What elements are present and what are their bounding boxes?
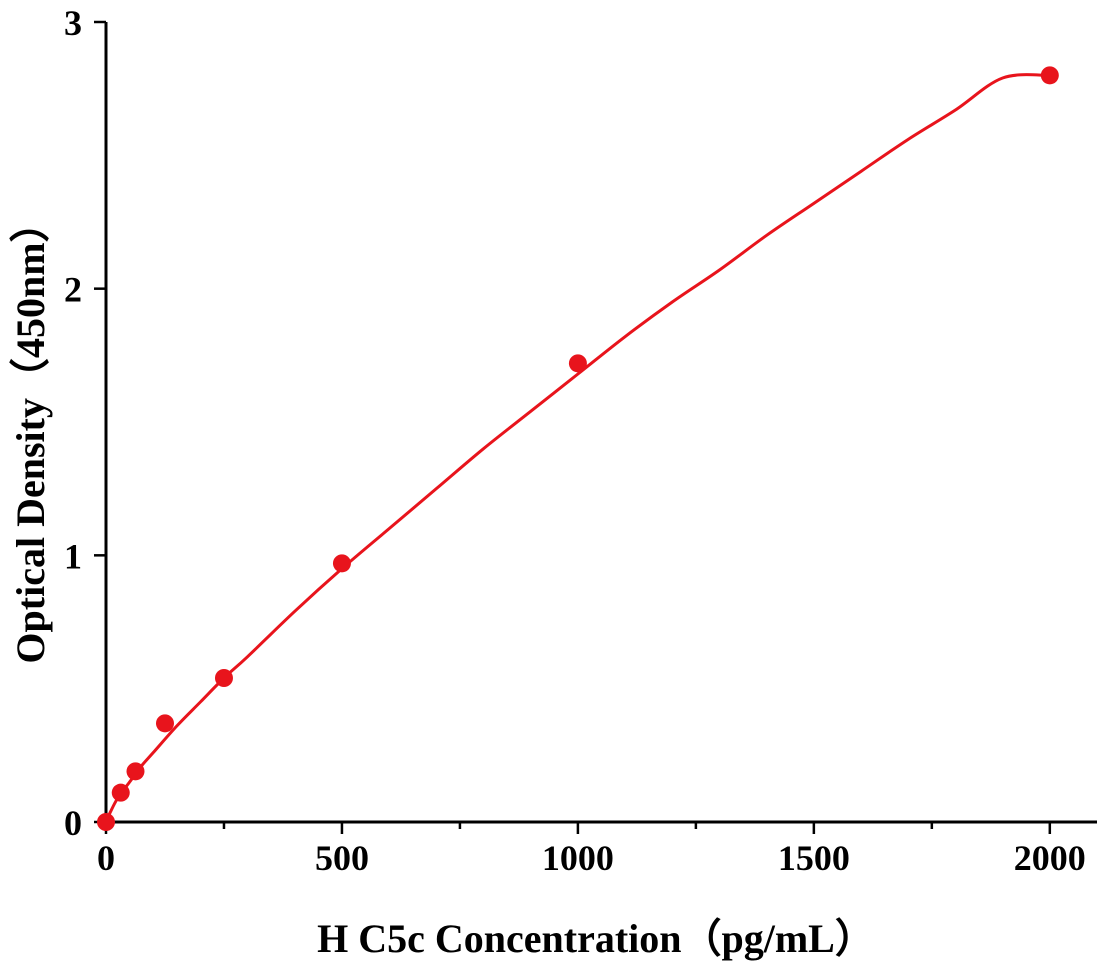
x-axis-title: H C5c Concentration（pg/mL） — [317, 916, 875, 961]
data-point — [97, 813, 115, 831]
fit-curve-group — [104, 73, 1050, 823]
data-point — [332, 554, 351, 573]
data-points — [97, 66, 1059, 831]
x-tick-label: 1000 — [542, 838, 614, 878]
x-tick-label: 1500 — [778, 838, 850, 878]
data-point — [214, 669, 233, 687]
data-point — [111, 783, 130, 802]
y-tick-label: 3 — [64, 3, 82, 43]
y-tick-label: 0 — [64, 803, 82, 843]
x-tick-label: 0 — [97, 838, 115, 878]
axes — [104, 22, 1097, 824]
data-point — [568, 354, 587, 373]
x-axis-ticks: 0 500 1000 1500 2000 — [97, 822, 1086, 878]
y-axis-ticks: 0 1 2 3 — [64, 3, 106, 843]
x-tick-label: 500 — [315, 838, 369, 878]
y-tick-label: 2 — [64, 270, 82, 310]
data-point — [155, 714, 174, 733]
data-point — [126, 762, 145, 781]
x-tick-label: 2000 — [1014, 838, 1086, 878]
fit-curve-line — [104, 73, 1050, 823]
data-point — [1040, 66, 1059, 85]
y-tick-label: 1 — [64, 536, 82, 576]
y-axis-title: Optical Density（450nm） — [8, 202, 53, 663]
